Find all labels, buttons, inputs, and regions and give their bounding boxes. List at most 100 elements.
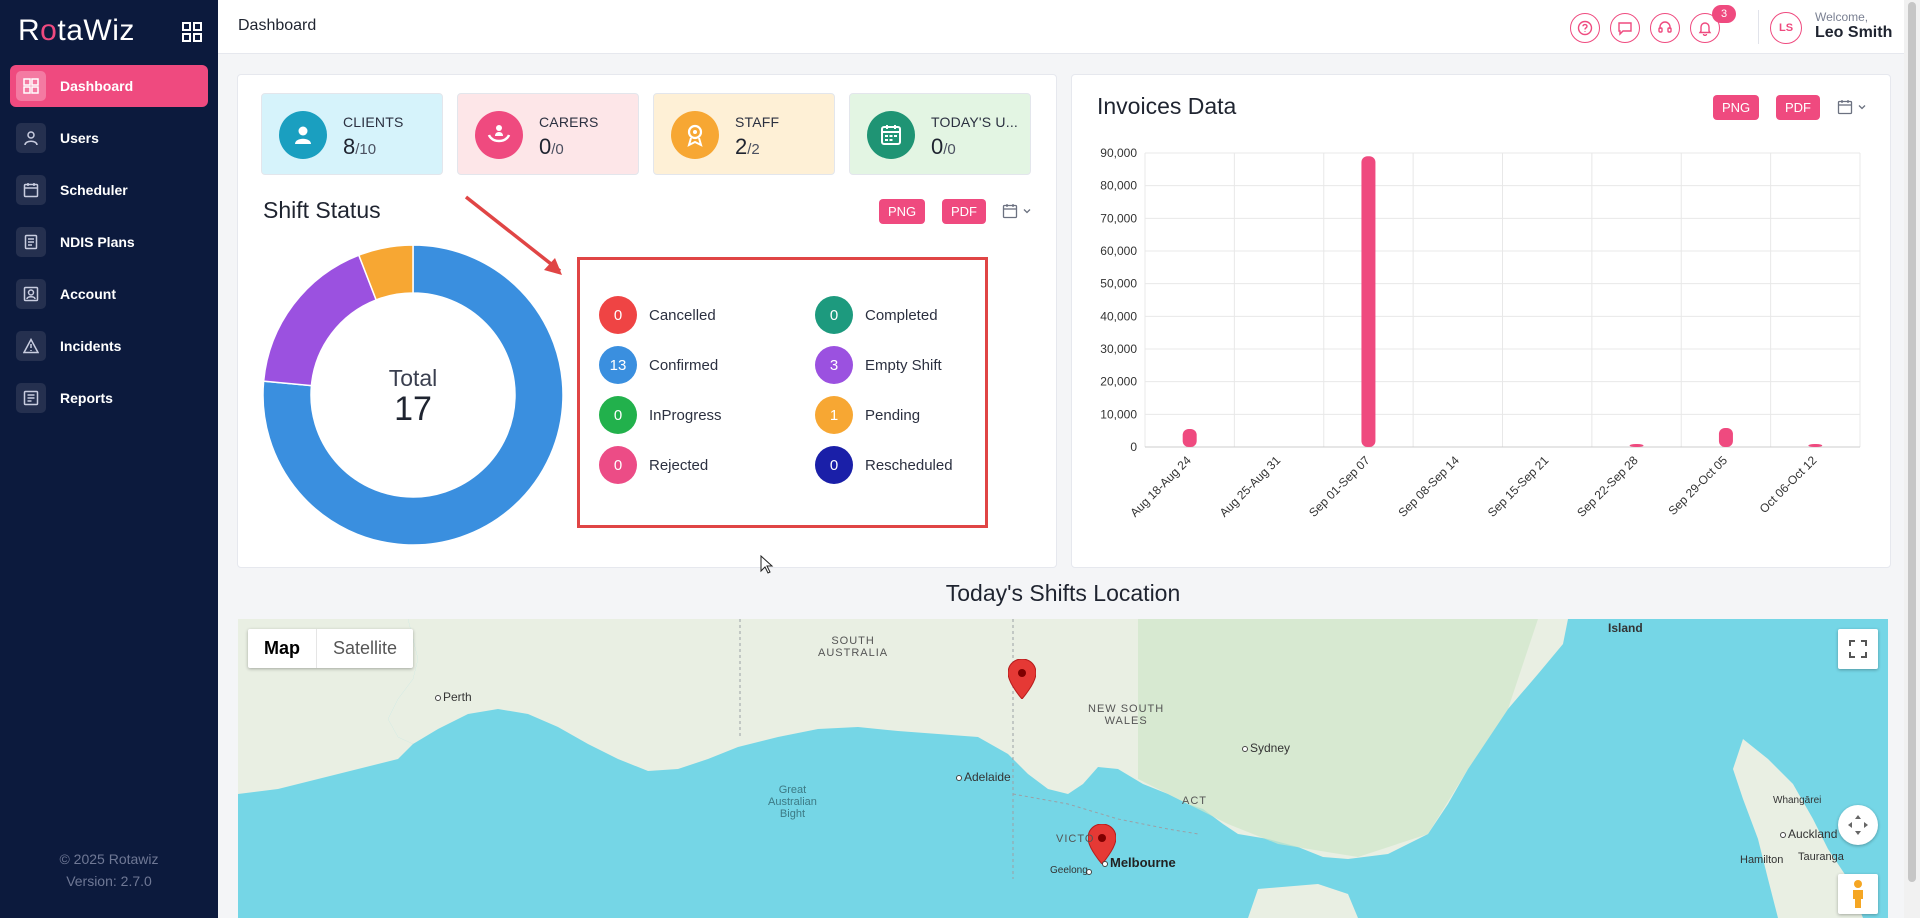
warning-icon [16, 331, 46, 361]
legend-count: 0 [599, 446, 637, 484]
sidebar-item-users[interactable]: Users [10, 117, 208, 159]
legend-label: Rescheduled [865, 456, 953, 474]
annotation-arrow [464, 195, 562, 275]
city-dot [956, 775, 962, 781]
street-view-button[interactable] [1838, 874, 1878, 914]
sidebar: RotaWiz Dashboard Users Scheduler NDIS P… [0, 0, 218, 918]
stat-label: CARERS [539, 114, 599, 130]
bar-sep-22-sep-28[interactable] [1629, 444, 1644, 447]
invoices-title: Invoices Data [1097, 93, 1237, 119]
bar-aug-18-aug-24[interactable] [1182, 429, 1197, 447]
legend-item-cancelled[interactable]: 0 Cancelled [599, 296, 716, 334]
legend-item-completed[interactable]: 0 Completed [815, 296, 938, 334]
shifts-map[interactable]: Map Satellite Perth Adelaide Sydney Melb… [238, 619, 1888, 918]
x-tick-label: Sep 08-Sep 14 [1395, 453, 1462, 520]
mouse-cursor-icon [760, 555, 774, 574]
y-tick-label: 80,000 [1100, 179, 1137, 193]
scrollbar-thumb[interactable] [1908, 2, 1916, 882]
page-scrollbar[interactable] [1904, 0, 1920, 918]
legend-item-confirmed[interactable]: 13 Confirmed [599, 346, 718, 384]
staff-icon [671, 111, 719, 159]
map-label-melbourne: Melbourne [1110, 855, 1176, 870]
sidebar-item-ndis-plans[interactable]: NDIS Plans [10, 221, 208, 263]
avatar[interactable]: LS [1770, 12, 1802, 44]
map-label-nsw: NEW SOUTH WALES [1088, 703, 1165, 727]
sidebar-item-label: Reports [60, 390, 113, 406]
grid-menu-icon[interactable] [182, 22, 202, 42]
legend-item-rejected[interactable]: 0 Rejected [599, 446, 708, 484]
sidebar-item-label: Incidents [60, 338, 122, 354]
app-logo[interactable]: RotaWiz [18, 14, 135, 47]
y-tick-label: 90,000 [1100, 146, 1137, 160]
sidebar-item-scheduler[interactable]: Scheduler [10, 169, 208, 211]
chevron-down-icon [1858, 105, 1866, 110]
notification-badge: 3 [1712, 5, 1736, 23]
city-dot [1242, 746, 1248, 752]
map-pin-icon[interactable] [1008, 659, 1036, 699]
donut-total-label: Total [388, 365, 438, 391]
legend-label: Cancelled [649, 306, 716, 324]
invoices-date-filter[interactable] [1837, 99, 1867, 115]
sidebar-item-label: Dashboard [60, 78, 134, 94]
legend-item-pending[interactable]: 1 Pending [815, 396, 920, 434]
report-icon [16, 383, 46, 413]
map-tab-satellite[interactable]: Satellite [316, 629, 413, 668]
map-pin-icon[interactable] [1088, 824, 1116, 864]
sidebar-item-reports[interactable]: Reports [10, 377, 208, 419]
support-icon[interactable] [1650, 13, 1680, 43]
stat-card-carers[interactable]: CARERS 0/0 [457, 93, 639, 175]
stat-label: STAFF [735, 114, 780, 130]
stat-label: TODAY'S U... [931, 114, 1019, 130]
help-icon[interactable] [1570, 13, 1600, 43]
legend-label: InProgress [649, 406, 722, 424]
sidebar-item-dashboard[interactable]: Dashboard [10, 65, 208, 107]
sidebar-item-incidents[interactable]: Incidents [10, 325, 208, 367]
fullscreen-icon [1849, 640, 1867, 658]
invoices-pdf-button[interactable]: PDF [1776, 95, 1820, 120]
x-tick-label: Aug 25-Aug 31 [1217, 453, 1284, 520]
map-tab-map[interactable]: Map [264, 638, 300, 658]
map-label-auckland: Auckland [1788, 827, 1838, 841]
city-dot [435, 695, 441, 701]
person-icon [279, 111, 327, 159]
y-tick-label: 40,000 [1100, 309, 1137, 323]
legend-item-rescheduled[interactable]: 0 Rescheduled [815, 446, 953, 484]
x-tick-label: Sep 29-Oct 05 [1665, 453, 1730, 518]
user-icon [16, 123, 46, 153]
city-dot [1086, 869, 1092, 875]
stat-card-staff[interactable]: STAFF 2/2 [653, 93, 835, 175]
shift-pdf-button[interactable]: PDF [942, 199, 986, 224]
x-tick-label: Sep 01-Sep 07 [1306, 453, 1373, 520]
stat-value: 2/2 [735, 134, 760, 159]
legend-item-inprogress[interactable]: 0 InProgress [599, 396, 722, 434]
shift-png-button[interactable]: PNG [879, 199, 926, 224]
legend-count: 13 [599, 346, 637, 384]
pan-arrows-icon [1848, 815, 1868, 835]
chat-icon[interactable] [1610, 13, 1640, 43]
shift-status-title: Shift Status [263, 197, 381, 223]
calendar-icon [16, 175, 46, 205]
invoices-png-button[interactable]: PNG [1713, 95, 1760, 120]
bar-oct-06-oct-12[interactable] [1808, 444, 1823, 447]
stat-card-clients[interactable]: CLIENTS 8/10 [261, 93, 443, 175]
bar-sep-29-oct-05[interactable] [1718, 428, 1733, 447]
shift-date-filter[interactable] [1002, 203, 1032, 219]
camera-control-button[interactable] [1838, 805, 1878, 845]
map-label-hamilton: Hamilton [1740, 854, 1784, 866]
stat-card-todays-shifts[interactable]: TODAY'S U... 0/0 [849, 93, 1031, 175]
bar-sep-01-sep-07[interactable] [1361, 156, 1376, 447]
fullscreen-button[interactable] [1838, 629, 1878, 669]
map-label-great-australian-bight: Great Australian Bight [768, 784, 817, 820]
legend-item-empty-shift[interactable]: 3 Empty Shift [815, 346, 942, 384]
bell-icon[interactable] [1690, 13, 1720, 43]
y-tick-label: 20,000 [1100, 375, 1137, 389]
sidebar-item-account[interactable]: Account [10, 273, 208, 315]
legend-count: 0 [599, 396, 637, 434]
sidebar-footer: © 2025 Rotawiz Version: 2.7.0 [0, 848, 218, 892]
donut-slice-pending[interactable] [357, 244, 414, 301]
legend-label: Pending [865, 406, 921, 424]
stat-value: 0/0 [539, 134, 564, 159]
username[interactable]: Leo Smith [1815, 24, 1893, 41]
header-divider [1758, 10, 1759, 44]
donut-slice-confirmed[interactable] [262, 244, 564, 546]
